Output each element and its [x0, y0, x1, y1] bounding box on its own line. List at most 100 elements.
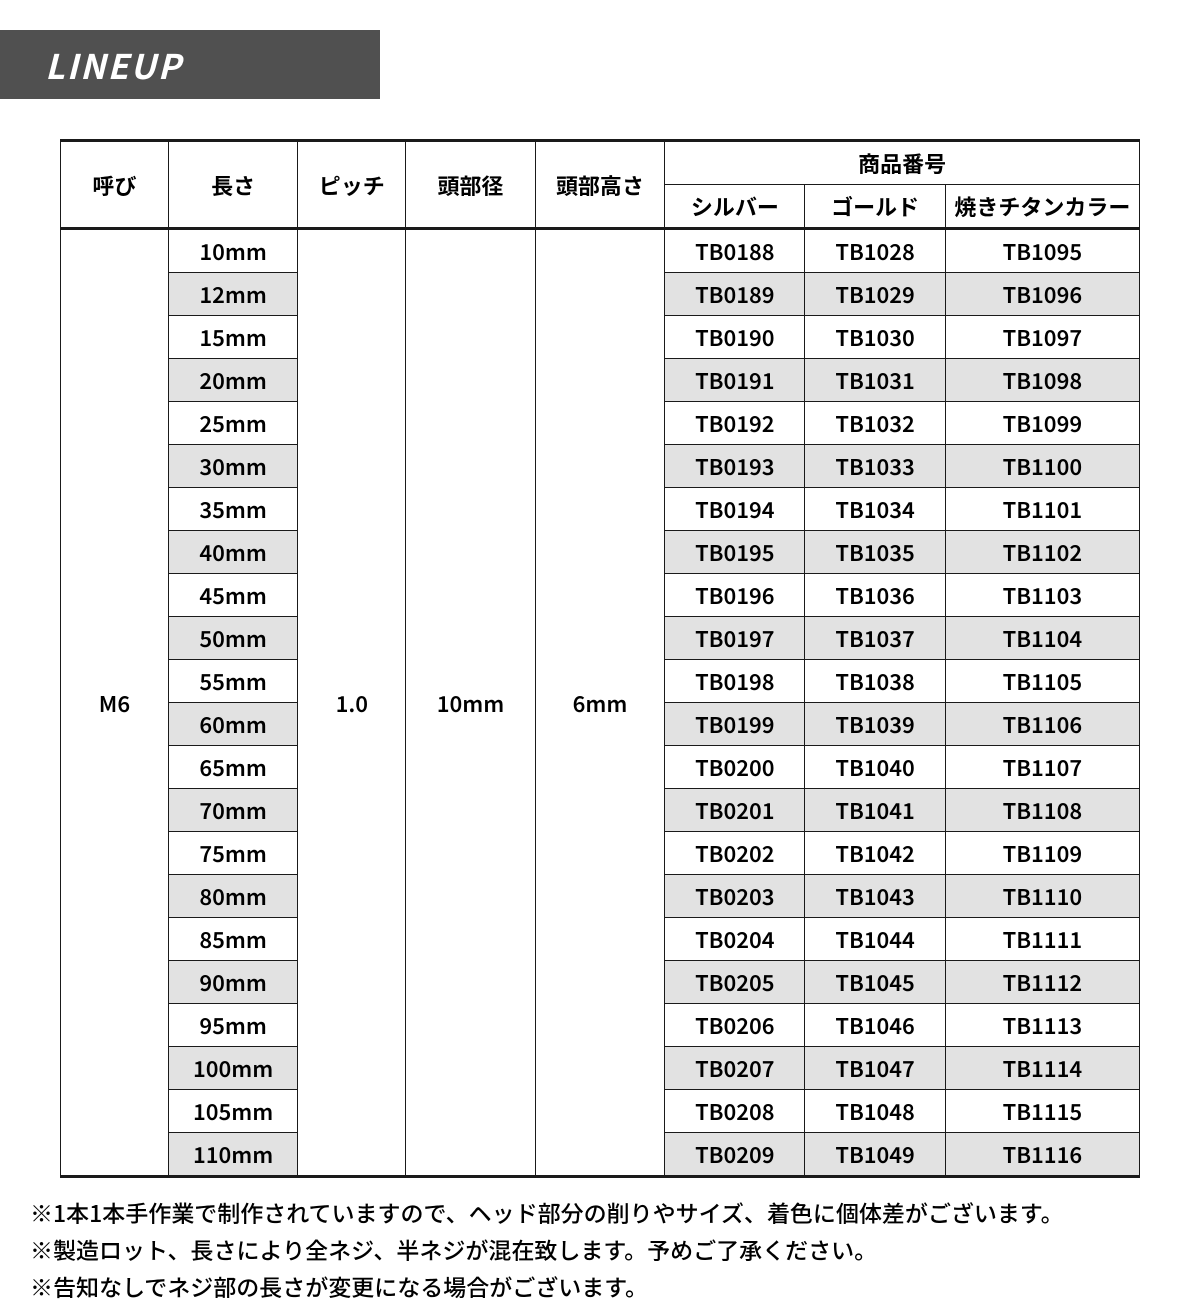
cell-silver: TB0200 — [665, 746, 805, 789]
cell-burnt: TB1111 — [945, 918, 1139, 961]
cell-length: 90mm — [168, 961, 297, 1004]
cell-length: 15mm — [168, 316, 297, 359]
cell-length: 35mm — [168, 488, 297, 531]
cell-burnt: TB1114 — [945, 1047, 1139, 1090]
cell-burnt: TB1115 — [945, 1090, 1139, 1133]
cell-name: M6 — [61, 229, 169, 1177]
cell-length: 55mm — [168, 660, 297, 703]
cell-gold: TB1035 — [805, 531, 945, 574]
cell-length: 45mm — [168, 574, 297, 617]
cell-silver: TB0206 — [665, 1004, 805, 1047]
cell-burnt: TB1102 — [945, 531, 1139, 574]
col-burnt: 焼きチタンカラー — [945, 185, 1139, 229]
cell-burnt: TB1116 — [945, 1133, 1139, 1177]
cell-silver: TB0199 — [665, 703, 805, 746]
cell-burnt: TB1107 — [945, 746, 1139, 789]
cell-length: 12mm — [168, 273, 297, 316]
cell-silver: TB0196 — [665, 574, 805, 617]
cell-gold: TB1029 — [805, 273, 945, 316]
cell-length: 105mm — [168, 1090, 297, 1133]
section-header: LINEUP — [0, 30, 380, 99]
cell-length: 95mm — [168, 1004, 297, 1047]
cell-burnt: TB1109 — [945, 832, 1139, 875]
cell-gold: TB1041 — [805, 789, 945, 832]
cell-gold: TB1045 — [805, 961, 945, 1004]
cell-length: 100mm — [168, 1047, 297, 1090]
cell-length: 40mm — [168, 531, 297, 574]
cell-silver: TB0190 — [665, 316, 805, 359]
cell-burnt: TB1100 — [945, 445, 1139, 488]
cell-silver: TB0205 — [665, 961, 805, 1004]
cell-silver: TB0207 — [665, 1047, 805, 1090]
cell-gold: TB1038 — [805, 660, 945, 703]
table-row: M610mm1.010mm6mmTB0188TB1028TB1095 — [61, 229, 1140, 273]
col-gold: ゴールド — [805, 185, 945, 229]
col-pitch: ピッチ — [298, 141, 406, 229]
cell-gold: TB1034 — [805, 488, 945, 531]
cell-length: 70mm — [168, 789, 297, 832]
cell-gold: TB1030 — [805, 316, 945, 359]
cell-silver: TB0189 — [665, 273, 805, 316]
cell-silver: TB0209 — [665, 1133, 805, 1177]
cell-silver: TB0208 — [665, 1090, 805, 1133]
cell-silver: TB0188 — [665, 229, 805, 273]
footnote-line: ※製造ロット、長さにより全ネジ、半ネジが混在致します。予めご了承ください。 — [30, 1231, 1170, 1268]
cell-burnt: TB1112 — [945, 961, 1139, 1004]
cell-gold: TB1049 — [805, 1133, 945, 1177]
cell-gold: TB1042 — [805, 832, 945, 875]
cell-burnt: TB1097 — [945, 316, 1139, 359]
cell-pitch: 1.0 — [298, 229, 406, 1177]
col-head-d: 頭部径 — [406, 141, 535, 229]
cell-gold: TB1028 — [805, 229, 945, 273]
cell-gold: TB1037 — [805, 617, 945, 660]
cell-silver: TB0202 — [665, 832, 805, 875]
cell-burnt: TB1106 — [945, 703, 1139, 746]
cell-length: 20mm — [168, 359, 297, 402]
cell-silver: TB0204 — [665, 918, 805, 961]
cell-length: 80mm — [168, 875, 297, 918]
cell-burnt: TB1095 — [945, 229, 1139, 273]
cell-gold: TB1031 — [805, 359, 945, 402]
cell-silver: TB0201 — [665, 789, 805, 832]
cell-burnt: TB1105 — [945, 660, 1139, 703]
cell-length: 65mm — [168, 746, 297, 789]
cell-length: 75mm — [168, 832, 297, 875]
cell-silver: TB0194 — [665, 488, 805, 531]
cell-length: 85mm — [168, 918, 297, 961]
cell-gold: TB1048 — [805, 1090, 945, 1133]
cell-silver: TB0195 — [665, 531, 805, 574]
cell-length: 30mm — [168, 445, 297, 488]
cell-silver: TB0197 — [665, 617, 805, 660]
cell-gold: TB1046 — [805, 1004, 945, 1047]
table-head: 呼び 長さ ピッチ 頭部径 頭部高さ 商品番号 シルバー ゴールド 焼きチタンカ… — [61, 141, 1140, 229]
col-head-h: 頭部高さ — [535, 141, 664, 229]
cell-burnt: TB1096 — [945, 273, 1139, 316]
lineup-table-wrap: 呼び 長さ ピッチ 頭部径 頭部高さ 商品番号 シルバー ゴールド 焼きチタンカ… — [0, 99, 1200, 1188]
cell-length: 50mm — [168, 617, 297, 660]
cell-burnt: TB1110 — [945, 875, 1139, 918]
table-body: M610mm1.010mm6mmTB0188TB1028TB109512mmTB… — [61, 229, 1140, 1177]
section-title: LINEUP — [45, 40, 182, 89]
cell-head_dia: 10mm — [406, 229, 535, 1177]
col-silver: シルバー — [665, 185, 805, 229]
cell-gold: TB1040 — [805, 746, 945, 789]
cell-length: 60mm — [168, 703, 297, 746]
cell-silver: TB0193 — [665, 445, 805, 488]
col-name: 呼び — [61, 141, 169, 229]
cell-gold: TB1036 — [805, 574, 945, 617]
cell-length: 110mm — [168, 1133, 297, 1177]
cell-gold: TB1043 — [805, 875, 945, 918]
cell-length: 25mm — [168, 402, 297, 445]
cell-burnt: TB1103 — [945, 574, 1139, 617]
footnotes: ※1本1本手作業で制作されていますので、ヘッド部分の削りやサイズ、着色に個体差が… — [0, 1188, 1200, 1304]
cell-gold: TB1044 — [805, 918, 945, 961]
cell-burnt: TB1099 — [945, 402, 1139, 445]
cell-gold: TB1039 — [805, 703, 945, 746]
cell-burnt: TB1113 — [945, 1004, 1139, 1047]
cell-burnt: TB1101 — [945, 488, 1139, 531]
cell-gold: TB1032 — [805, 402, 945, 445]
lineup-table: 呼び 長さ ピッチ 頭部径 頭部高さ 商品番号 シルバー ゴールド 焼きチタンカ… — [60, 139, 1140, 1178]
cell-silver: TB0191 — [665, 359, 805, 402]
cell-head_h: 6mm — [535, 229, 664, 1177]
cell-length: 10mm — [168, 229, 297, 273]
